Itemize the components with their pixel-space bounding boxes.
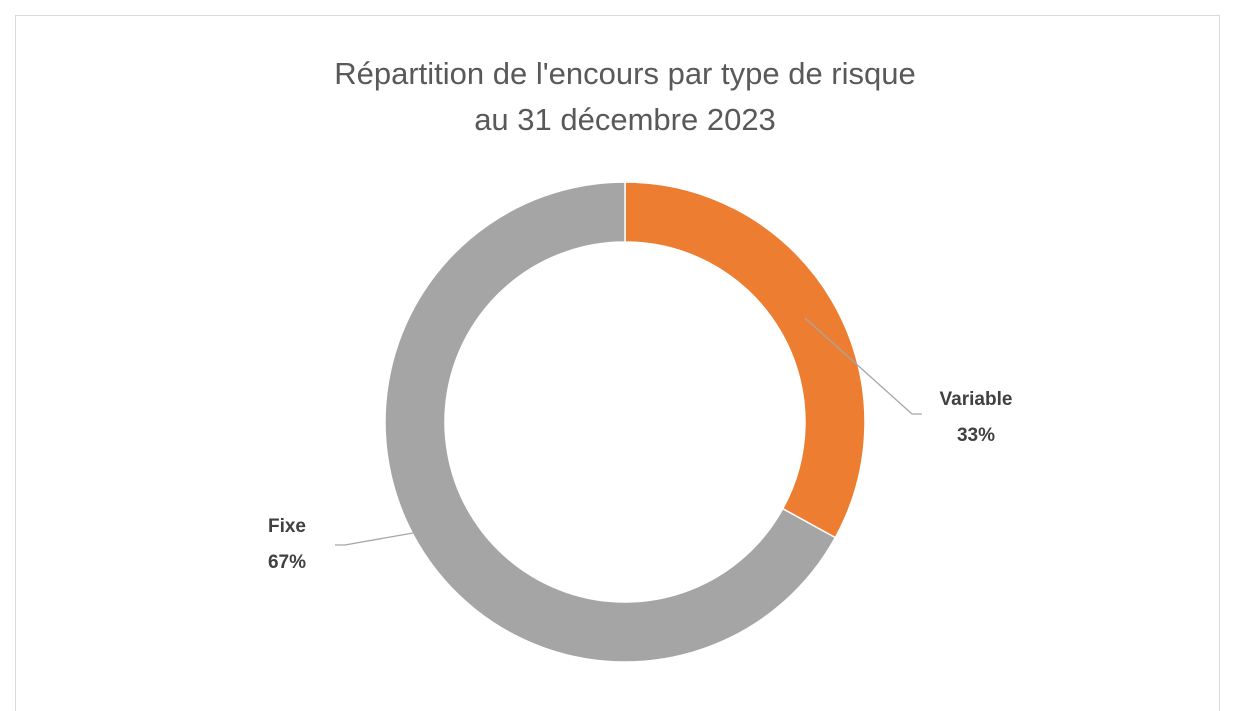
slice-value-label: 33% (957, 425, 995, 446)
donut-slice (384, 181, 837, 663)
chart-border (15, 15, 1220, 711)
slice-label: Variable (940, 389, 1013, 410)
donut-slice (624, 181, 866, 539)
leader-line (804, 317, 922, 415)
slice-value-label: 67% (268, 552, 306, 573)
slice-label: Fixe (268, 516, 306, 537)
leader-line (335, 532, 414, 546)
chart-title: Répartition de l'encours par type de ris… (334, 56, 915, 91)
chart-title: au 31 décembre 2023 (474, 102, 776, 137)
